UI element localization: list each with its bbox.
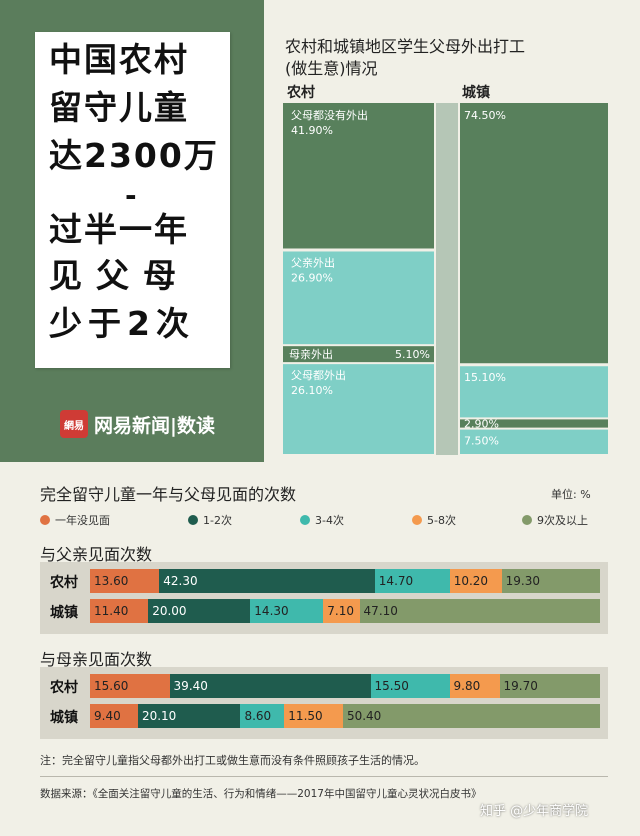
rural-value-label-0: 41.90% bbox=[291, 124, 333, 137]
bar-segment-1: 42.30 bbox=[159, 569, 376, 593]
source-note: 数据来源：《全面关注留守儿童的生活、行为和情绪——2017年中国留守儿童心灵状况… bbox=[40, 788, 482, 800]
footnote: 注：完全留守儿童指父母都外出打工或做生意而没有条件照顾孩子生活的情况。 bbox=[40, 754, 425, 767]
legend-item-3: 5-8次 bbox=[412, 512, 456, 528]
bar-segment-4: 50.40 bbox=[342, 704, 601, 728]
rural-series-label-3: 父母都外出 bbox=[291, 368, 346, 382]
bar-segment-4: 19.30 bbox=[501, 569, 601, 593]
father-rural-label: 农村 bbox=[50, 575, 78, 591]
bar-segment-3: 9.80 bbox=[449, 674, 501, 698]
urban-value-label-3: 7.50% bbox=[464, 435, 499, 448]
headline-line-4: 过半一年 bbox=[49, 210, 189, 249]
headline-line-3: 达2300万 bbox=[49, 136, 219, 175]
headline-box: 中国农村 留守儿童 达2300万 - 过半一年 见父母 少于2次 bbox=[35, 32, 230, 368]
bar-segment-0: 15.60 bbox=[90, 674, 171, 698]
parents-migration-chart: 父母都没有外出 41.90% 父亲外出 26.90% 母亲外出 5.10% 父母都外出 26.… bbox=[283, 103, 608, 455]
headline-line-5: 见父母 bbox=[49, 256, 190, 295]
bar-segment-3: 7.10 bbox=[323, 599, 361, 623]
watermark: 知乎 @少年商学院 bbox=[480, 804, 589, 819]
legend-label: 5-8次 bbox=[427, 514, 456, 527]
urban-segment-0 bbox=[460, 103, 608, 364]
top-chart-title-2: (做生意)情况 bbox=[285, 59, 378, 78]
connector-band bbox=[436, 103, 458, 455]
rural-segment-2 bbox=[283, 346, 434, 363]
legend-label: 1-2次 bbox=[203, 514, 232, 527]
bar-segment-0: 13.60 bbox=[90, 569, 160, 593]
father-group-title: 与父亲见面次数 bbox=[40, 545, 153, 564]
bar-segment-0: 9.40 bbox=[90, 704, 139, 728]
legend-label: 3-4次 bbox=[315, 514, 344, 527]
legend-dot-icon bbox=[40, 515, 50, 525]
headline-dash: - bbox=[125, 179, 139, 212]
headline-line-1: 中国农村 bbox=[49, 40, 189, 79]
urban-segment-2 bbox=[460, 419, 608, 428]
bar-segment-2: 14.70 bbox=[374, 569, 451, 593]
rural-series-label-0: 父母都没有外出 bbox=[291, 108, 368, 122]
mother-rural-label: 农村 bbox=[50, 680, 78, 696]
rural-segment-1 bbox=[283, 251, 434, 345]
brand-logo: 網易 网易新闻|数读 bbox=[60, 410, 215, 438]
legend-item-4: 9次及以上 bbox=[522, 512, 588, 528]
legend-dot-icon bbox=[522, 515, 532, 525]
rural-segment-3 bbox=[283, 364, 434, 454]
brand-text: 网易新闻|数读 bbox=[94, 414, 215, 437]
bar-segment-3: 11.50 bbox=[284, 704, 344, 728]
mother-group-title: 与母亲见面次数 bbox=[40, 650, 153, 669]
bar-segment-2: 8.60 bbox=[240, 704, 285, 728]
legend-item-0: 一年没见面 bbox=[40, 512, 110, 528]
divider bbox=[40, 776, 608, 777]
rural-value-label-3: 26.10% bbox=[291, 384, 333, 397]
bar-segment-4: 19.70 bbox=[499, 674, 601, 698]
urban-segment-3 bbox=[460, 429, 608, 454]
bar-segment-0: 11.40 bbox=[90, 599, 149, 623]
top-chart-title-1: 农村和城镇地区学生父母外出打工 bbox=[285, 37, 526, 56]
urban-value-label-1: 15.10% bbox=[464, 371, 506, 384]
bottom-chart-title: 完全留守儿童一年与父母见面的次数 bbox=[40, 485, 297, 504]
bar-segment-1: 20.00 bbox=[148, 599, 251, 623]
headline-line-6: 少于2次 bbox=[49, 304, 195, 343]
bar-segment-1: 20.10 bbox=[137, 704, 241, 728]
mother-urban-label: 城镇 bbox=[50, 710, 78, 726]
urban-column-header: 城镇 bbox=[462, 85, 490, 101]
bar-segment-3: 10.20 bbox=[449, 569, 503, 593]
legend-label: 一年没见面 bbox=[55, 514, 110, 527]
rural-value-label-2: 5.10% bbox=[395, 348, 430, 361]
urban-value-label-0: 74.50% bbox=[464, 109, 506, 122]
urban-value-label-2: 2.90% bbox=[464, 417, 499, 430]
legend-dot-icon bbox=[412, 515, 422, 525]
rural-column-header: 农村 bbox=[287, 85, 315, 101]
urban-segment-1 bbox=[460, 366, 608, 418]
legend-dot-icon bbox=[188, 515, 198, 525]
bar-segment-2: 14.30 bbox=[250, 599, 324, 623]
rural-series-label-2: 母亲外出 bbox=[289, 347, 333, 361]
bar-segment-4: 47.10 bbox=[359, 599, 601, 623]
legend-item-2: 3-4次 bbox=[300, 512, 344, 528]
rural-series-label-1: 父亲外出 bbox=[291, 255, 335, 269]
netease-logo-icon: 網易 bbox=[60, 410, 88, 438]
father-urban-label: 城镇 bbox=[50, 605, 78, 621]
hero-panel: 中国农村 留守儿童 达2300万 - 过半一年 见父母 少于2次 網易 网易新闻… bbox=[0, 0, 264, 462]
legend-item-1: 1-2次 bbox=[188, 512, 232, 528]
headline-line-2: 留守儿童 bbox=[49, 88, 189, 127]
legend-dot-icon bbox=[300, 515, 310, 525]
bar-segment-1: 39.40 bbox=[169, 674, 371, 698]
rural-value-label-1: 26.90% bbox=[291, 271, 333, 284]
unit-label: 单位: % bbox=[551, 488, 591, 501]
rural-segment-0 bbox=[283, 103, 434, 249]
legend-label: 9次及以上 bbox=[537, 514, 588, 527]
bar-segment-2: 15.50 bbox=[370, 674, 451, 698]
